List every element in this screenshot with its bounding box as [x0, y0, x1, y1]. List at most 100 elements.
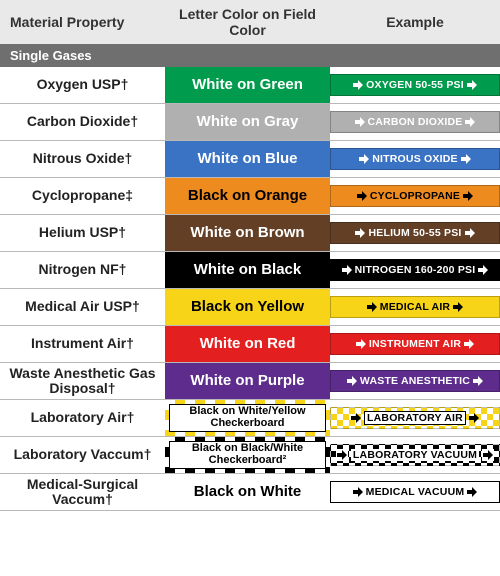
table-row: Laboratory Air†Black on White/Yellow Che…	[0, 400, 500, 437]
label-text: NITROUS OXIDE	[372, 153, 457, 165]
material-cell: Instrument Air†	[0, 326, 165, 363]
arrow-right-icon	[464, 116, 476, 128]
material-cell: Waste Anesthetic Gas Disposal†	[0, 363, 165, 400]
color-cell: Black on Orange	[165, 178, 330, 215]
color-cell: White on Purple	[165, 363, 330, 400]
pipe-label: NITROUS OXIDE	[330, 148, 500, 170]
table-row: Laboratory Vaccum†Black on Black/White C…	[0, 437, 500, 474]
table-row: Carbon Dioxide†White on GrayCARBON DIOXI…	[0, 104, 500, 141]
arrow-right-icon	[463, 338, 475, 350]
example-cell: LABORATORY VACUUM	[330, 437, 500, 474]
color-cell: White on Black	[165, 252, 330, 289]
color-cell: White on Green	[165, 67, 330, 104]
arrow-right-icon	[472, 375, 484, 387]
pipe-label: HELIUM 50-55 PSI	[330, 222, 500, 244]
section-row: Single Gases	[0, 44, 500, 67]
color-cell: White on Gray	[165, 104, 330, 141]
example-cell: CYCLOPROPANE	[330, 178, 500, 215]
header-example: Example	[330, 0, 500, 44]
table-row: Medical-Surgical Vaccum†Black on White ME…	[0, 474, 500, 511]
color-cell: Black on Black/White Checkerboard²	[165, 437, 330, 474]
label-text: OXYGEN 50-55 PSI	[366, 79, 464, 91]
pipe-label: WASTE ANESTHETIC	[330, 370, 500, 392]
color-cell: Black on Yellow	[165, 289, 330, 326]
pipe-label: INSTRUMENT AIR	[330, 333, 500, 355]
pipe-label: LABORATORY AIR	[330, 407, 500, 429]
pipe-marker-table: Material Property Letter Color on Field …	[0, 0, 500, 511]
label-text: LABORATORY VACUUM	[351, 449, 479, 461]
material-cell: Carbon Dioxide†	[0, 104, 165, 141]
example-cell: LABORATORY AIR	[330, 400, 500, 437]
table-row: Cyclopropane‡Black on Orange CYCLOPROPANE	[0, 178, 500, 215]
table-row: Helium USP†White on Brown HELIUM 50-55 PS…	[0, 215, 500, 252]
example-cell: CARBON DIOXIDE	[330, 104, 500, 141]
arrow-right-icon	[358, 153, 370, 165]
material-cell: Nitrous Oxide†	[0, 141, 165, 178]
arrow-right-icon	[341, 264, 353, 276]
material-cell: Medical Air USP†	[0, 289, 165, 326]
arrow-right-icon	[346, 375, 358, 387]
pipe-label: LABORATORY VACUUM	[330, 444, 500, 466]
material-cell: Helium USP†	[0, 215, 165, 252]
label-text: INSTRUMENT AIR	[369, 338, 461, 350]
arrow-right-icon	[354, 227, 366, 239]
material-cell: Oxygen USP†	[0, 67, 165, 104]
arrow-right-icon	[460, 153, 472, 165]
arrow-right-icon	[366, 301, 378, 313]
arrow-right-icon	[352, 79, 364, 91]
arrow-right-icon	[354, 116, 366, 128]
example-cell: MEDICAL VACUUM	[330, 474, 500, 511]
header-material: Material Property	[0, 0, 165, 44]
table-row: Waste Anesthetic Gas Disposal†White on P…	[0, 363, 500, 400]
example-cell: HELIUM 50-55 PSI	[330, 215, 500, 252]
label-text: CYCLOPROPANE	[370, 190, 460, 202]
label-text: MEDICAL VACUUM	[366, 486, 465, 498]
arrow-right-icon	[466, 486, 478, 498]
table-row: Nitrogen NF†White on Black NITROGEN 160-2…	[0, 252, 500, 289]
arrow-right-icon	[468, 412, 480, 424]
pipe-label: CYCLOPROPANE	[330, 185, 500, 207]
color-cell: White on Brown	[165, 215, 330, 252]
color-cell: White on Blue	[165, 141, 330, 178]
color-cell: Black on White	[165, 474, 330, 511]
pipe-label: NITROGEN 160-200 PSI	[330, 259, 500, 281]
label-text: NITROGEN 160-200 PSI	[355, 264, 476, 276]
material-cell: Laboratory Air†	[0, 400, 165, 437]
arrow-right-icon	[482, 449, 494, 461]
section-title: Single Gases	[0, 44, 500, 67]
example-cell: WASTE ANESTHETIC	[330, 363, 500, 400]
material-cell: Medical-Surgical Vaccum†	[0, 474, 165, 511]
arrow-right-icon	[477, 264, 489, 276]
color-cell: Black on White/Yellow Checkerboard	[165, 400, 330, 437]
pipe-label: OXYGEN 50-55 PSI	[330, 74, 500, 96]
pipe-label: MEDICAL VACUUM	[330, 481, 500, 503]
arrow-right-icon	[352, 486, 364, 498]
label-text: MEDICAL AIR	[380, 301, 450, 313]
arrow-right-icon	[466, 79, 478, 91]
arrow-right-icon	[355, 338, 367, 350]
table-row: Oxygen USP†White on Green OXYGEN 50-55 PS…	[0, 67, 500, 104]
arrow-right-icon	[464, 227, 476, 239]
example-cell: MEDICAL AIR	[330, 289, 500, 326]
table-row: Instrument Air†White on Red INSTRUMENT AI…	[0, 326, 500, 363]
arrow-right-icon	[350, 412, 362, 424]
header-row: Material Property Letter Color on Field …	[0, 0, 500, 44]
label-text: LABORATORY AIR	[364, 411, 466, 425]
table-row: Nitrous Oxide†White on Blue NITROUS OXIDE	[0, 141, 500, 178]
arrow-right-icon	[452, 301, 464, 313]
example-cell: NITROUS OXIDE	[330, 141, 500, 178]
material-cell: Laboratory Vaccum†	[0, 437, 165, 474]
example-cell: INSTRUMENT AIR	[330, 326, 500, 363]
arrow-right-icon	[462, 190, 474, 202]
example-cell: OXYGEN 50-55 PSI	[330, 67, 500, 104]
label-text: WASTE ANESTHETIC	[360, 375, 470, 387]
color-cell: White on Red	[165, 326, 330, 363]
table-row: Medical Air USP†Black on Yellow MEDICAL A…	[0, 289, 500, 326]
arrow-right-icon	[336, 449, 348, 461]
arrow-right-icon	[356, 190, 368, 202]
label-text: HELIUM 50-55 PSI	[368, 227, 461, 239]
example-cell: NITROGEN 160-200 PSI	[330, 252, 500, 289]
header-color: Letter Color on Field Color	[165, 0, 330, 44]
material-cell: Cyclopropane‡	[0, 178, 165, 215]
material-cell: Nitrogen NF†	[0, 252, 165, 289]
